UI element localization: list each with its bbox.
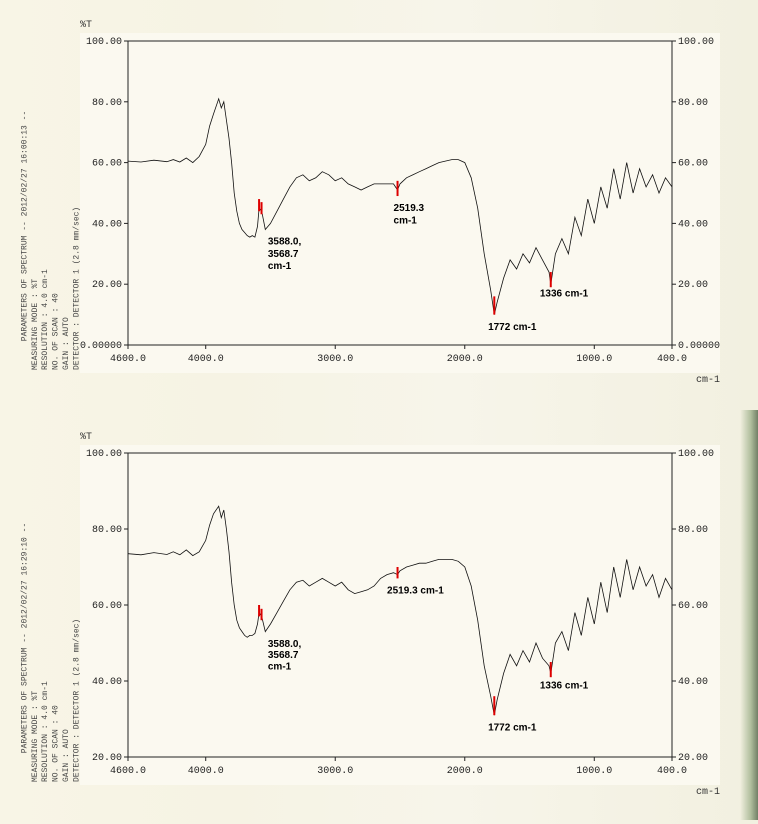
svg-text:1000.0: 1000.0 (576, 766, 612, 777)
sidebar-title: PARAMETERS OF SPECTRUM (20, 236, 29, 342)
svg-text:cm-1: cm-1 (394, 215, 418, 226)
x-unit-label-bottom: cm-1 (80, 787, 720, 798)
spectrum-chart-top: 0.00000 0.00000 20.00 20.00 40.00 40.00 60.00 6… (80, 33, 720, 373)
svg-text:80.00: 80.00 (678, 525, 708, 536)
svg-text:3000.0: 3000.0 (317, 766, 353, 777)
svg-text:60.00: 60.00 (678, 601, 708, 612)
svg-text:40.00: 40.00 (678, 677, 708, 688)
svg-text:20.00: 20.00 (678, 280, 708, 291)
sidebar-timestamp: 2012/02/27 16:00:13 (20, 125, 29, 216)
svg-text:2519.3: 2519.3 (394, 203, 425, 214)
svg-text:60.00: 60.00 (92, 159, 122, 170)
svg-text:100.00: 100.00 (678, 449, 714, 460)
svg-text:4000.0: 4000.0 (188, 766, 224, 777)
plot-area-bottom: %T 20.00 20.00 40.00 40.00 60.00 60.00 80.00 80… (80, 432, 720, 800)
svg-text:40.00: 40.00 (92, 677, 122, 688)
x-unit-label-top: cm-1 (80, 375, 720, 386)
svg-text:40.00: 40.00 (678, 219, 708, 230)
svg-text:20.00: 20.00 (92, 280, 122, 291)
spectrum-panel-bottom: PARAMETERS OF SPECTRUM -- 2012/02/27 16:… (0, 412, 758, 824)
svg-text:4600.0: 4600.0 (110, 354, 146, 365)
svg-text:0.00000: 0.00000 (80, 341, 122, 352)
svg-text:3588.0,: 3588.0, (268, 639, 302, 650)
svg-text:cm-1: cm-1 (268, 261, 292, 272)
sidebar-params-top: PARAMETERS OF SPECTRUM -- 2012/02/27 16:… (10, 10, 70, 370)
sidebar-timestamp: 2012/02/27 16:29:10 (20, 537, 29, 628)
svg-text:100.00: 100.00 (86, 449, 122, 460)
svg-text:20.00: 20.00 (678, 753, 708, 764)
plot-area-top: %T 0.00000 0.00000 20.00 20.00 40.00 40.00 60.… (80, 20, 720, 388)
svg-text:40.00: 40.00 (92, 219, 122, 230)
svg-text:60.00: 60.00 (92, 601, 122, 612)
y-unit-label-top: %T (80, 20, 720, 31)
svg-text:60.00: 60.00 (678, 159, 708, 170)
sidebar-title: PARAMETERS OF SPECTRUM (20, 648, 29, 754)
page-root: PARAMETERS OF SPECTRUM -- 2012/02/27 16:… (0, 0, 758, 824)
svg-text:1772 cm-1: 1772 cm-1 (488, 322, 537, 333)
svg-text:cm-1: cm-1 (268, 662, 292, 673)
svg-text:1336 cm-1: 1336 cm-1 (540, 681, 589, 692)
sidebar-params-bottom: PARAMETERS OF SPECTRUM -- 2012/02/27 16:… (10, 422, 70, 782)
svg-text:1772 cm-1: 1772 cm-1 (488, 722, 537, 733)
svg-text:3568.7: 3568.7 (268, 249, 299, 260)
svg-text:20.00: 20.00 (92, 753, 122, 764)
spectrum-panel-top: PARAMETERS OF SPECTRUM -- 2012/02/27 16:… (0, 0, 758, 406)
svg-text:2000.0: 2000.0 (447, 766, 483, 777)
svg-text:1336 cm-1: 1336 cm-1 (540, 288, 589, 299)
svg-text:0.00000: 0.00000 (678, 341, 720, 352)
svg-text:100.00: 100.00 (86, 37, 122, 48)
svg-text:4000.0: 4000.0 (188, 354, 224, 365)
svg-text:400.0: 400.0 (657, 354, 687, 365)
svg-text:400.0: 400.0 (657, 766, 687, 777)
svg-text:3000.0: 3000.0 (317, 354, 353, 365)
svg-text:80.00: 80.00 (92, 525, 122, 536)
svg-text:1000.0: 1000.0 (576, 354, 612, 365)
spectrum-chart-bottom: 20.00 20.00 40.00 40.00 60.00 60.00 80.00 80.00… (80, 445, 720, 785)
svg-text:80.00: 80.00 (678, 98, 708, 109)
svg-text:2000.0: 2000.0 (447, 354, 483, 365)
svg-text:4600.0: 4600.0 (110, 766, 146, 777)
svg-text:3588.0,: 3588.0, (268, 237, 302, 248)
y-unit-label-bottom: %T (80, 432, 720, 443)
svg-text:100.00: 100.00 (678, 37, 714, 48)
svg-text:2519.3 cm-1: 2519.3 cm-1 (387, 586, 444, 597)
svg-text:3568.7: 3568.7 (268, 650, 299, 661)
svg-text:80.00: 80.00 (92, 98, 122, 109)
